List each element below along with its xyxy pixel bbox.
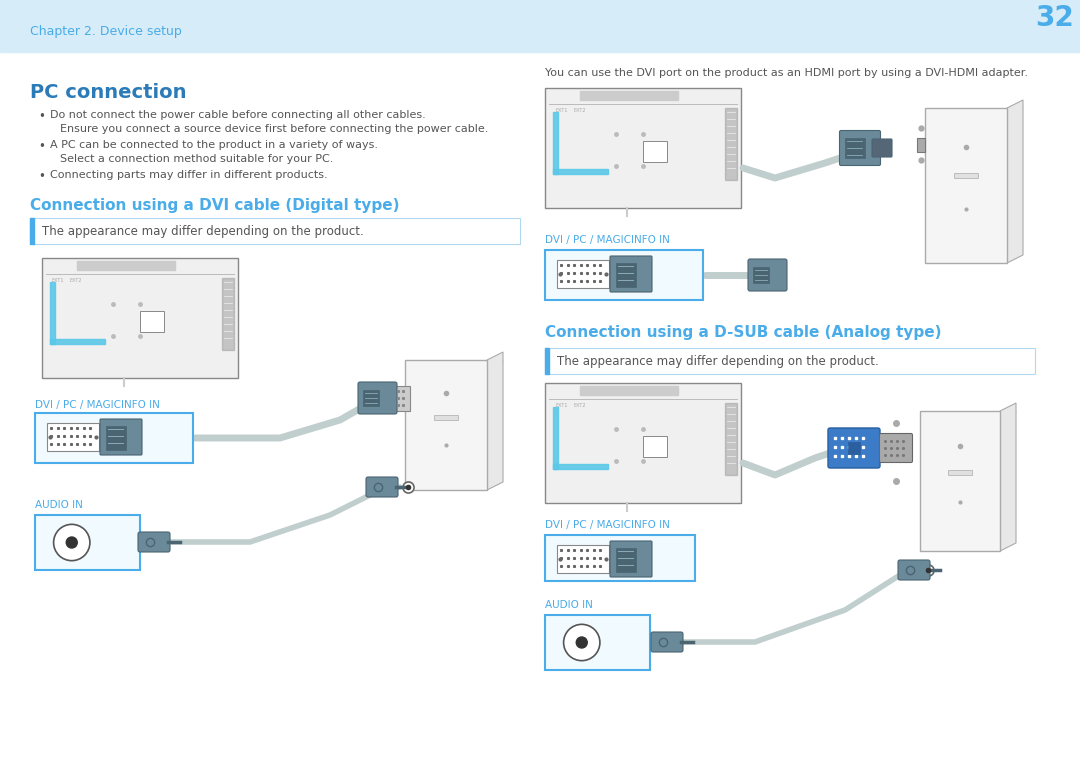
Bar [545,88,741,208]
FancyBboxPatch shape [610,541,652,577]
FancyBboxPatch shape [357,382,397,414]
Text: EXT2: EXT2 [70,278,82,283]
Bar [643,141,666,163]
Bar [35,413,193,463]
Bar [405,360,487,490]
Bar [848,442,860,454]
Bar [545,348,549,374]
FancyBboxPatch shape [366,477,399,497]
Text: You can use the DVI port on the product as an HDMI port by using a DVI-HDMI adap: You can use the DVI port on the product … [545,68,1028,78]
Text: Select a connection method suitable for your PC.: Select a connection method suitable for … [60,154,334,164]
Bar [553,465,608,469]
FancyBboxPatch shape [839,130,880,166]
Bar [30,218,519,244]
Bar [924,108,1007,263]
Bar [0,0,1080,52]
Bar [140,311,163,333]
Bar [50,340,105,344]
FancyBboxPatch shape [610,256,652,292]
FancyBboxPatch shape [138,532,170,552]
Bar [580,91,678,100]
Text: Ensure you connect a source device first before connecting the power cable.: Ensure you connect a source device first… [60,124,488,134]
Bar [725,403,737,475]
Bar [643,436,666,457]
Text: Chapter 2. Device setup: Chapter 2. Device setup [30,25,181,38]
Bar [553,112,558,175]
Circle shape [54,524,90,561]
Circle shape [564,624,599,661]
Bar [545,383,741,503]
Bar [363,390,379,406]
Bar [35,515,140,570]
Text: •: • [38,170,45,183]
Text: EXT1: EXT1 [555,108,567,113]
Text: A PC can be connected to the product in a variety of ways.: A PC can be connected to the product in … [50,140,378,150]
Text: The appearance may differ depending on the product.: The appearance may differ depending on t… [42,224,364,237]
FancyBboxPatch shape [897,560,930,580]
Bar [920,411,1000,551]
Bar [948,470,972,475]
Bar [725,108,737,180]
Text: Connection using a DVI cable (Digital type): Connection using a DVI cable (Digital ty… [30,198,400,213]
Bar [616,548,636,572]
Polygon shape [1000,403,1016,551]
Polygon shape [1007,100,1023,263]
Bar [954,173,978,178]
Text: DVI / PC / MAGICINFO IN: DVI / PC / MAGICINFO IN [35,400,160,410]
Circle shape [66,537,78,548]
Bar [557,260,609,288]
Text: EXT2: EXT2 [573,403,585,408]
Text: •: • [38,140,45,153]
Bar [48,423,99,451]
Text: DVI / PC / MAGICINFO IN: DVI / PC / MAGICINFO IN [545,235,670,245]
Bar [545,535,696,581]
Text: PC connection: PC connection [30,83,187,102]
Bar [580,386,678,395]
Text: EXT2: EXT2 [573,108,585,113]
Text: •: • [38,110,45,123]
Bar [222,278,234,350]
Bar [30,218,33,244]
FancyBboxPatch shape [828,428,880,468]
Text: AUDIO IN: AUDIO IN [35,500,83,510]
FancyBboxPatch shape [872,139,892,157]
Text: DVI / PC / MAGICINFO IN: DVI / PC / MAGICINFO IN [545,520,670,530]
Bar [545,250,703,300]
Bar [434,414,458,420]
Bar [106,426,126,450]
Text: Connection using a D-SUB cable (Analog type): Connection using a D-SUB cable (Analog t… [545,325,942,340]
Bar [553,169,608,175]
Bar [616,263,636,287]
Circle shape [577,637,588,648]
FancyBboxPatch shape [879,433,913,462]
Bar [753,267,769,283]
Bar [545,348,1035,374]
Bar [845,138,865,158]
Polygon shape [487,352,503,490]
Text: EXT1: EXT1 [555,403,567,408]
FancyBboxPatch shape [748,259,787,291]
Text: AUDIO IN: AUDIO IN [545,600,593,610]
Text: Connecting parts may differ in different products.: Connecting parts may differ in different… [50,170,327,180]
Text: Do not connect the power cable before connecting all other cables.: Do not connect the power cable before co… [50,110,426,120]
Bar [545,615,650,670]
Bar [42,258,238,378]
Bar [78,261,175,270]
FancyBboxPatch shape [100,419,141,455]
FancyBboxPatch shape [651,632,683,652]
Bar [917,138,924,152]
Bar [50,282,55,344]
Bar [553,407,558,469]
Bar [395,386,410,411]
Text: 32: 32 [1036,4,1075,32]
Text: The appearance may differ depending on the product.: The appearance may differ depending on t… [557,355,879,368]
Text: EXT1: EXT1 [52,278,65,283]
Bar [557,545,609,573]
